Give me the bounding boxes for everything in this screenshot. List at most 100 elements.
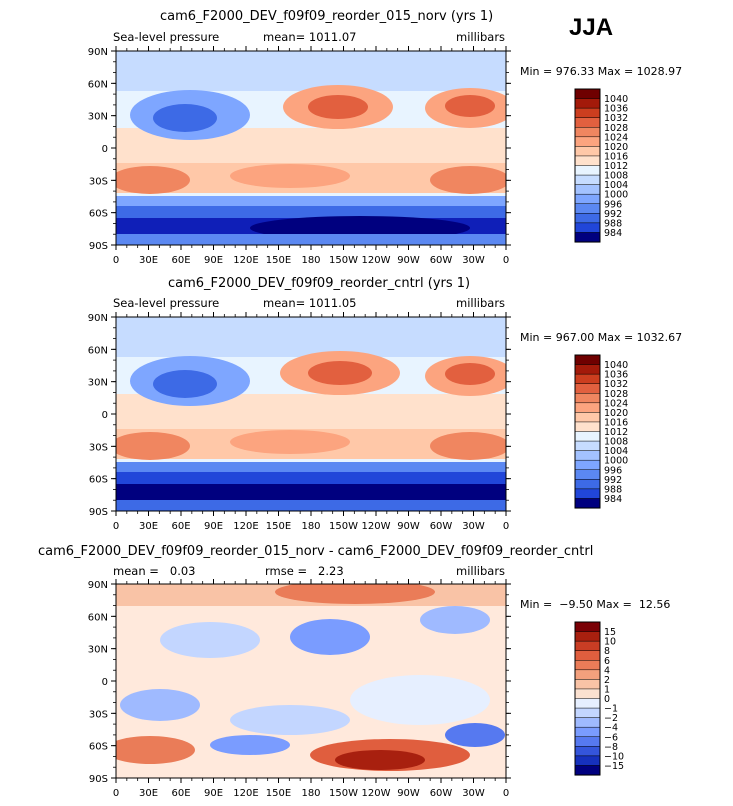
colorbar-label: 1032 [604,379,628,390]
map-1-high-satl [116,166,190,194]
lat-label: 90S [89,241,108,252]
panel-2-units-label: millibars [456,296,506,310]
lon-label: 0 [503,255,509,266]
panel-1-variable-label: Sea-level pressure [113,30,220,44]
colorbar-swatch [574,174,601,186]
map-1-high-satl2 [430,166,506,194]
colorbar-swatch [574,193,601,205]
lon-label: 90E [204,255,223,266]
lon-label: 0 [113,255,119,266]
colorbar-swatch [574,698,601,709]
lat-label: 30S [89,176,108,187]
colorbar-label: 996 [604,465,622,476]
colorbar-label: 1016 [604,417,628,428]
colorbar-layer: 1040103610321028102410201016101210081004… [574,88,628,776]
colorbar-label: 8 [604,646,610,657]
colorbar-swatch [574,412,601,423]
lon-label: 90W [397,521,420,532]
lon-label: 30W [462,521,485,532]
axes-layer: 90N 60N 30N 0 30S 60S 90S 0 30E 60E 90E 120E 150E 180… [88,46,511,799]
map-2-high-1 [116,432,190,460]
colorbar-swatch [574,450,601,461]
lon-label: 90E [204,788,223,799]
lon-label: 180 [301,521,320,532]
colorbar-label: 0 [604,694,610,705]
colorbar-label: 984 [604,494,622,505]
lon-label: 0 [113,788,119,799]
lat-label: 60S [89,209,108,220]
colorbar-label: 1008 [604,171,628,182]
colorbar-label: 1004 [604,180,628,191]
panel-1-units-label: millibars [456,30,506,44]
colorbar-swatch [574,107,601,119]
colorbar-label: 1024 [604,398,628,409]
colorbar-swatch [574,498,601,509]
colorbar-swatch [574,746,601,757]
panel-3-title: cam6_F2000_DEV_f09f09_reorder_015_norv -… [38,544,594,559]
map-2-so-band1 [116,462,506,474]
map-3-satl-neg [445,723,505,747]
lon-label: 120W [362,788,391,799]
lon-label: 120E [233,788,258,799]
colorbar-label: 1012 [604,161,628,172]
map-2-so-band2 [116,472,506,486]
lon-label: 0 [113,521,119,532]
colorbar-label: 1008 [604,437,628,448]
colorbar-swatch [574,421,601,433]
colorbar-label: 1000 [604,456,628,467]
panel-3-mean-label: mean = 0.03 [113,564,196,578]
colorbar-swatch [574,127,601,138]
lon-label: 0 [503,521,509,532]
map-2-so-band3 [116,484,506,500]
colorbar-swatch [574,679,601,690]
colorbar-swatch [574,402,601,413]
colorbar-label: 4 [604,665,610,676]
panel-3-units-label: millibars [456,564,506,578]
colorbar-label: 1 [604,684,610,695]
colorbar-label: 1040 [604,360,628,371]
colorbar-label: −15 [604,761,624,772]
colorbar-swatch [574,640,601,652]
colorbar-swatch [574,213,601,224]
colorbar-label: 1028 [604,123,628,134]
colorbar-swatch [574,222,601,233]
colorbar-swatch [574,373,601,385]
colorbar-swatch [574,469,601,480]
colorbar-swatch [574,136,601,147]
panel-1-map [116,51,506,245]
colorbar-label: 1016 [604,151,628,162]
lat-label: 60S [89,475,108,486]
colorbar-swatch [574,726,601,738]
lat-label: 30N [88,645,108,656]
lon-label: 180 [301,255,320,266]
map-1-arctic-band [116,51,506,91]
map-1-so-band2 [116,206,506,220]
colorbar-label: 2 [604,675,610,686]
lat-label: 90N [88,47,108,58]
colorbar-label: −6 [604,732,618,743]
colorbar-label: 988 [604,484,622,495]
colorbar-frame [574,354,601,509]
colorbar-label: −10 [604,751,624,762]
panel-2-variable-label: Sea-level pressure [113,296,220,310]
map-1-so-band1 [116,196,506,208]
colorbar-label: 988 [604,218,622,229]
map-2-high-3 [230,430,350,454]
lon-label: 90W [397,255,420,266]
lat-label: 0 [102,410,108,421]
colorbar-label: 984 [604,228,622,239]
colorbar-swatch [574,117,601,128]
map-1-asia-core [153,104,217,132]
lon-label: 120E [233,255,258,266]
colorbar-swatch [574,669,601,680]
panel-3-rmse-label: rmse = 2.23 [265,564,344,578]
colorbar-label: 1028 [604,389,628,400]
panel-2-title: cam6_F2000_DEV_f09f09_reorder_cntrl (yrs… [168,276,471,291]
lon-label: 150W [329,255,358,266]
map-2-arctic-band [116,317,506,357]
map-3-asia-neg [160,622,260,658]
colorbar-frame [574,621,601,776]
colorbar-label: 992 [604,209,622,220]
colorbar-label: 992 [604,475,622,486]
